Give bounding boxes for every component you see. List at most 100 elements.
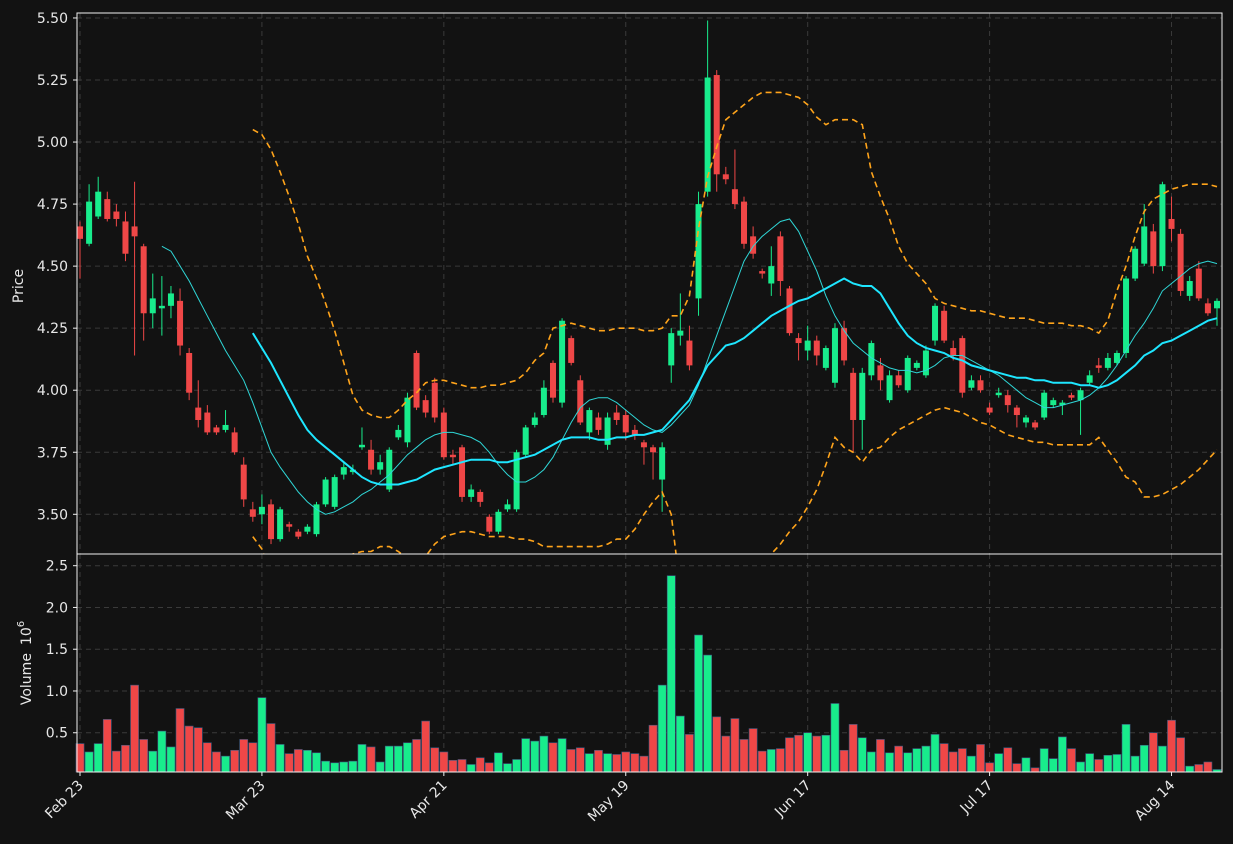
volume-bar [557, 738, 567, 773]
volume-bar [1203, 761, 1213, 773]
candle-body [786, 288, 793, 334]
volume-frame [76, 553, 1223, 773]
candle-body [1086, 375, 1093, 383]
volume-bar [603, 753, 612, 773]
candle-body [1013, 407, 1020, 416]
y-tick-label: 2.0 [46, 600, 68, 616]
y-tick-label: 5.25 [37, 73, 68, 89]
candle-body [695, 204, 702, 299]
candle-body [486, 516, 493, 532]
candle-body [131, 226, 138, 237]
candle-body [158, 305, 165, 309]
candle-body [750, 236, 757, 254]
candle-body [1077, 390, 1084, 401]
y-tick-label: 5.50 [37, 11, 68, 27]
volume-bar [266, 723, 276, 773]
volume-bar [967, 755, 976, 773]
candle-body [804, 340, 811, 351]
volume-bar [921, 745, 931, 773]
volume-bar [275, 744, 285, 773]
candle-body [204, 412, 211, 433]
volume-bar [330, 762, 340, 773]
price-axis-label: Price [11, 269, 27, 303]
y-tick-label: 5.00 [37, 135, 68, 151]
candle-body [1041, 392, 1048, 418]
volume-bar [985, 762, 994, 773]
volume-bar [230, 749, 239, 773]
volume-bar [248, 742, 258, 773]
volume-bar [84, 751, 94, 773]
candle-body [1141, 226, 1148, 264]
volume-bar [112, 750, 121, 773]
volume-bar [421, 720, 430, 773]
volume-bar [830, 703, 840, 773]
candle-body [304, 526, 311, 532]
volume-bar [1121, 724, 1131, 773]
candle-body [358, 444, 365, 448]
volume-bar [166, 746, 176, 773]
volume-bar [1012, 763, 1022, 773]
volume-bar [776, 748, 785, 773]
candle-body [213, 427, 220, 433]
volume-bar [694, 634, 703, 773]
candle-body [822, 348, 829, 368]
candle-body [258, 506, 265, 515]
candle-body [941, 310, 948, 341]
volume-bar [594, 749, 603, 773]
volume-bar [1139, 744, 1149, 773]
candle-body [177, 300, 184, 346]
candle-body [859, 372, 866, 420]
candle-body [313, 504, 320, 535]
candle-body [586, 410, 593, 433]
candle-body [686, 340, 693, 366]
candle-body [195, 407, 202, 420]
volume-bar [739, 739, 749, 773]
candle-body [431, 382, 438, 418]
candle-body [1059, 402, 1066, 406]
candle-body [895, 375, 902, 386]
volume-bar [639, 755, 649, 773]
volume-bar [948, 751, 958, 773]
candle-body [950, 348, 957, 356]
volume-bar [730, 718, 740, 773]
volume-bar [457, 759, 467, 773]
volume-bar [939, 743, 949, 773]
candle-body [459, 447, 466, 497]
volume-bar [521, 738, 531, 773]
candle-body [1213, 300, 1221, 309]
volume-bar [130, 684, 139, 773]
volume-bar [257, 697, 267, 773]
y-tick-label: 3.50 [37, 507, 68, 523]
volume-bar [1058, 736, 1067, 773]
volume-bar [430, 747, 440, 773]
overlay-line [161, 218, 1218, 515]
volume-bar [1130, 755, 1140, 773]
volume-bar [348, 760, 358, 773]
volume-bar [466, 764, 476, 773]
y-tick-label: 0.5 [46, 726, 68, 742]
volume-multiplier-exponent: 6 [16, 621, 27, 627]
volume-bar [412, 739, 421, 773]
candle-body [1195, 268, 1202, 299]
volume-bar [821, 734, 831, 773]
volume-bar [1076, 761, 1085, 773]
candle-body [759, 271, 766, 274]
candle-body [231, 432, 238, 453]
candle-body [468, 489, 475, 497]
volume-bar [212, 751, 221, 773]
volume-bar [757, 750, 767, 773]
volume-bar [848, 724, 858, 773]
volume-bar [1003, 747, 1013, 773]
y-tick-label: 1.5 [46, 642, 68, 658]
candle-body [659, 447, 666, 480]
candle-body [640, 442, 647, 448]
candle-body [1186, 281, 1193, 296]
candle-body [268, 504, 275, 540]
candle-body [841, 328, 848, 361]
candle-body [449, 454, 456, 458]
volume-bar [885, 752, 894, 773]
candle-body [1168, 218, 1175, 229]
y-tick-label: 2.5 [46, 559, 68, 575]
volume-bar [712, 716, 722, 773]
